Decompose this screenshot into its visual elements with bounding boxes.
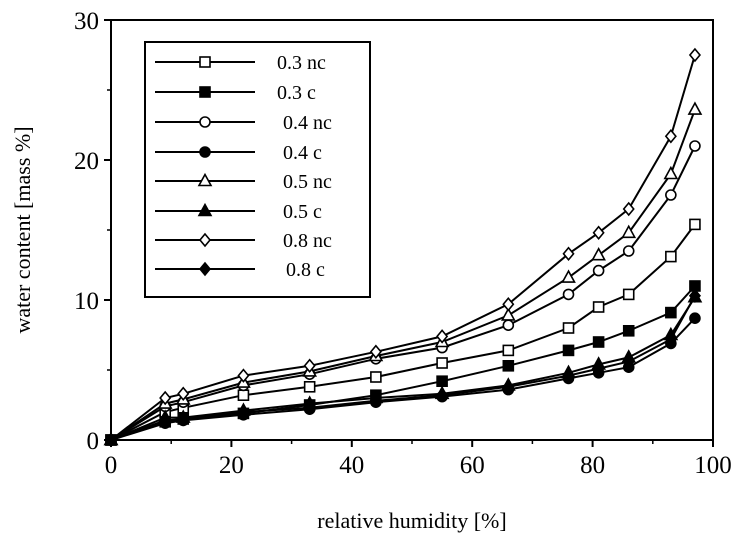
x-axis-ticks: 0 20 40 60 80 100 <box>105 440 732 479</box>
data-point <box>436 357 448 369</box>
data-point <box>436 375 448 388</box>
data-point <box>592 336 605 348</box>
data-point <box>592 301 605 313</box>
data-point <box>687 101 703 115</box>
data-point <box>665 306 677 319</box>
data-point <box>303 380 316 393</box>
data-point <box>622 324 635 337</box>
legend-marker <box>199 56 211 68</box>
data-point <box>561 269 576 283</box>
legend-marker <box>199 86 211 98</box>
y-axis-ticks: 0 10 20 30 <box>74 8 111 455</box>
data-point <box>436 387 449 403</box>
data-point <box>562 322 575 334</box>
data-point <box>622 354 635 369</box>
data-point <box>370 371 382 383</box>
data-point <box>592 225 605 241</box>
x-tick-label: 80 <box>580 452 605 479</box>
x-axis-label: relative humidity [%] <box>317 508 506 533</box>
data-point <box>502 296 515 312</box>
legend-label: 0.8 c <box>286 259 325 281</box>
data-point <box>500 307 516 321</box>
x-tick-label: 60 <box>460 452 485 479</box>
data-point <box>622 288 635 301</box>
legend-label: 0.8 nc <box>283 230 332 252</box>
data-point <box>502 319 515 332</box>
legend-box <box>144 41 371 298</box>
x-tick-label: 40 <box>339 452 364 479</box>
legend-marker <box>199 116 211 128</box>
data-point <box>591 247 606 261</box>
data-point <box>502 359 515 372</box>
data-point <box>664 331 677 347</box>
data-point <box>502 379 515 395</box>
data-point <box>562 288 575 301</box>
data-point <box>436 329 449 344</box>
x-tick-label: 0 <box>105 452 118 479</box>
y-tick-label: 0 <box>87 428 100 455</box>
legend-label: 0.3 c <box>277 82 316 104</box>
data-point <box>665 189 677 201</box>
data-point <box>689 218 701 231</box>
y-tick-label: 10 <box>74 288 99 315</box>
legend-label: 0.5 c <box>283 201 322 223</box>
x-tick-label: 20 <box>219 452 244 479</box>
series-0-5-c <box>103 289 703 446</box>
series-group <box>103 47 703 448</box>
data-point <box>369 344 382 360</box>
data-point <box>303 358 316 374</box>
data-point <box>562 246 575 262</box>
data-point <box>237 368 250 383</box>
series-0-8-nc <box>104 47 701 448</box>
data-point <box>665 250 677 263</box>
data-point <box>303 400 316 416</box>
data-point <box>688 288 701 304</box>
data-point <box>689 312 701 325</box>
legend-marker <box>199 146 211 158</box>
data-point <box>369 393 382 409</box>
data-point <box>562 344 575 357</box>
data-point <box>104 432 118 448</box>
series-0-8-c <box>104 288 701 448</box>
x-tick-label: 100 <box>694 452 732 479</box>
legend-label: 0.5 nc <box>283 171 332 193</box>
legend: 0.3 nc 0.3 c 0.4 nc 0.4 c 0.5 nc 0.5 c 0.8 nc 0… <box>144 41 371 298</box>
data-point <box>689 140 701 152</box>
data-point <box>237 404 250 420</box>
legend-marker <box>198 232 212 248</box>
data-point <box>622 245 635 257</box>
data-point <box>688 47 701 63</box>
legend-marker <box>197 172 213 187</box>
series-0-3-c <box>105 280 701 446</box>
y-tick-label: 20 <box>74 148 99 175</box>
legend-label: 0.3 nc <box>277 52 326 74</box>
y-tick-label: 30 <box>74 8 99 35</box>
data-point <box>159 390 172 406</box>
series-line <box>110 317 696 441</box>
y-axis-label: water content [mass %] <box>10 126 35 333</box>
data-point <box>177 386 190 402</box>
data-point <box>592 361 605 376</box>
data-point <box>562 368 575 383</box>
legend-label: 0.4 c <box>283 142 322 164</box>
legend-marker <box>198 261 212 277</box>
legend-label: 0.4 nc <box>283 112 332 134</box>
data-point <box>592 264 605 277</box>
legend-marker <box>197 202 213 217</box>
data-point <box>622 201 635 217</box>
data-point <box>159 413 172 428</box>
data-point <box>621 224 637 239</box>
data-point <box>237 389 250 402</box>
series-0-4-c <box>105 312 701 446</box>
data-point <box>663 165 679 180</box>
data-point <box>177 411 190 427</box>
data-point <box>502 344 515 357</box>
data-point <box>664 128 677 144</box>
